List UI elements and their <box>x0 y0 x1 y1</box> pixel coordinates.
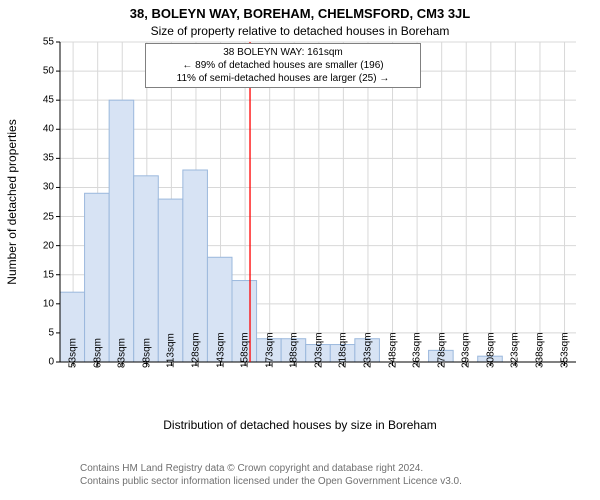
y-tick: 40 <box>43 124 60 135</box>
y-tick: 25 <box>43 211 60 222</box>
footnote: Contains HM Land Registry data © Crown c… <box>80 462 462 488</box>
y-tick: 10 <box>43 298 60 309</box>
x-tick: 218sqm <box>338 332 349 368</box>
y-axis-label: Number of detached properties <box>5 119 19 284</box>
y-tick: 35 <box>43 153 60 164</box>
x-tick: 338sqm <box>534 332 545 368</box>
y-tick: 30 <box>43 182 60 193</box>
annotation-line-2: ← 89% of detached houses are smaller (19… <box>152 59 414 72</box>
annotation-line-1: 38 BOLEYN WAY: 161sqm <box>152 46 414 59</box>
x-tick: 293sqm <box>461 332 472 368</box>
x-axis-label: Distribution of detached houses by size … <box>0 418 600 432</box>
annotation-box: 38 BOLEYN WAY: 161sqm ← 89% of detached … <box>145 43 421 88</box>
x-tick: 98sqm <box>141 338 152 368</box>
y-tick: 55 <box>43 37 60 48</box>
x-tick: 128sqm <box>190 332 201 368</box>
x-tick: 53sqm <box>68 338 79 368</box>
chart-subtitle: Size of property relative to detached ho… <box>0 24 600 38</box>
page-title: 38, BOLEYN WAY, BOREHAM, CHELMSFORD, CM3… <box>0 6 600 21</box>
plot-area: 0510152025303540455055 53sqm68sqm83sqm98… <box>60 42 576 362</box>
x-tick: 323sqm <box>510 332 521 368</box>
y-tick: 20 <box>43 240 60 251</box>
footnote-line-1: Contains HM Land Registry data © Crown c… <box>80 462 462 475</box>
x-tick: 188sqm <box>289 332 300 368</box>
x-tick: 203sqm <box>313 332 324 368</box>
y-tick: 0 <box>48 357 60 368</box>
x-tick: 158sqm <box>240 332 251 368</box>
x-tick: 173sqm <box>264 332 275 368</box>
y-tick: 45 <box>43 95 60 106</box>
annotation-line-3: 11% of semi-detached houses are larger (… <box>152 72 414 85</box>
x-tick: 83sqm <box>117 338 128 368</box>
x-tick: 233sqm <box>362 332 373 368</box>
x-tick: 68sqm <box>92 338 103 368</box>
y-tick: 15 <box>43 269 60 280</box>
x-tick: 143sqm <box>215 332 226 368</box>
x-tick: 263sqm <box>412 332 423 368</box>
chart-container: { "header": { "title": "38, BOLEYN WAY, … <box>0 0 600 500</box>
y-tick: 50 <box>43 66 60 77</box>
x-tick: 278sqm <box>436 332 447 368</box>
y-tick: 5 <box>48 327 60 338</box>
footnote-line-2: Contains public sector information licen… <box>80 475 462 488</box>
x-tick: 248sqm <box>387 332 398 368</box>
histogram-svg <box>60 42 576 362</box>
x-tick: 353sqm <box>559 332 570 368</box>
x-tick: 308sqm <box>485 332 496 368</box>
x-tick: 113sqm <box>166 333 177 368</box>
